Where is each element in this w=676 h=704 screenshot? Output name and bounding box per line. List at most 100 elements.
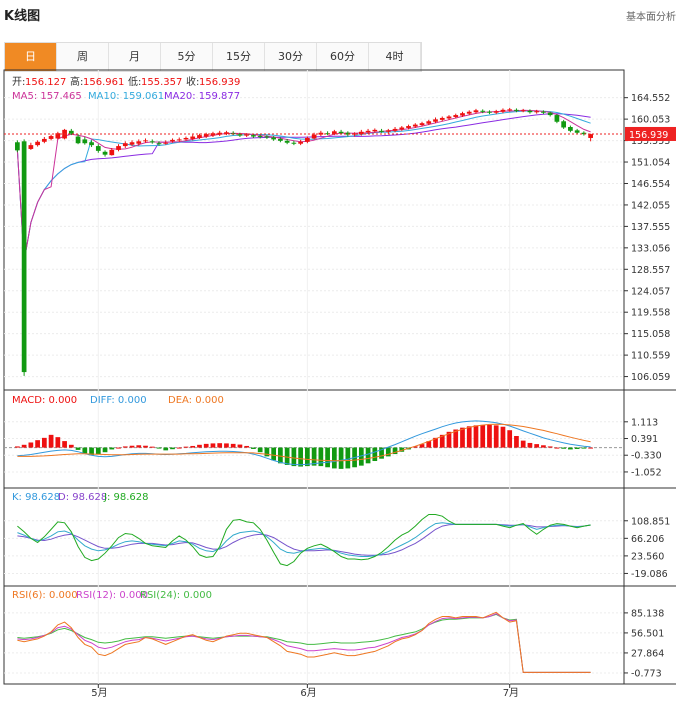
candle-body [453,115,459,117]
candle-body [224,132,229,134]
candle-body [446,116,452,119]
tab-2[interactable]: 月 [109,43,161,71]
rsi-tick-label: 56.501 [631,628,664,639]
macd-bar [183,446,189,448]
kdj-legend-item: D: 98.628 [58,492,107,503]
macd-bar [318,447,324,467]
candle-body [325,133,330,135]
ma-legend-item: MA20: 159.877 [164,91,240,102]
candle-body [35,141,40,146]
macd-bar [41,437,47,448]
candle-body [514,109,519,111]
ohlc-legend-label: 开: [12,77,25,88]
macd-legend-item: DIFF: 0.000 [90,395,147,406]
macd-bar [210,443,216,448]
candle-body [541,111,546,113]
candle-body [122,143,128,147]
candle-body [176,139,182,141]
candle-body [190,136,196,139]
macd-bar [15,446,20,448]
candle-body [95,146,101,151]
tab-5[interactable]: 30分 [265,43,317,71]
candle-body [163,142,169,144]
macd-bar [358,447,364,466]
macd-bar [95,447,101,455]
rsi-legend-item: RSI(24): 0.000 [140,590,212,601]
rsi-legend-item: RSI(6): 0.000 [12,590,78,601]
macd-bar [298,447,303,467]
macd-bar [541,445,546,448]
macd-bar [230,443,236,448]
macd-bar [21,444,27,448]
candle-body [217,132,223,135]
macd-bar [55,437,61,448]
ohlc-legend-label: 高: [70,75,83,88]
candle-body [116,146,121,150]
last-price-tag [625,126,676,141]
fundamental-analysis-link[interactable]: 基本面分析 [626,12,676,23]
macd-bar [487,424,492,448]
macd-bar [331,447,337,469]
price-tick-label: 106.059 [631,372,670,383]
macd-bar [28,442,34,448]
kdj-tick-label: 23.560 [631,551,664,562]
candle-body [149,141,155,143]
page-title: K线图 [4,9,41,24]
tab-1[interactable]: 周 [57,43,109,71]
tab-3[interactable]: 5分 [161,43,213,71]
macd-legend-item: DEA: 0.000 [168,395,224,406]
macd-bar [554,447,560,449]
macd-bar [534,444,540,448]
candle-body [547,112,553,116]
macd-bar [237,444,243,448]
macd-bar [203,443,209,448]
tab-6[interactable]: 60分 [317,43,369,71]
candle-body [237,134,243,136]
candle-body [379,130,384,132]
macd-bar [170,447,175,450]
candle-body [28,145,34,149]
candle-body [170,139,175,142]
candle-body [473,110,479,113]
candle-body [129,142,135,145]
macd-bar [136,445,142,448]
period-tabs: 日周月 5分 15分 30分 60分 4时 [4,42,422,72]
tab-0[interactable]: 日 [5,43,57,71]
macd-bar [257,447,263,453]
candle-body [156,143,162,145]
candle-body [41,138,47,142]
macd-bar [588,447,593,449]
diff-line [17,420,591,466]
candle-body [480,110,486,112]
macd-bar [392,447,398,455]
candle-body [136,141,142,144]
macd-bar [156,447,162,449]
tab-4[interactable]: 15分 [213,43,265,71]
macd-tick-label: 1.113 [631,417,658,428]
candle-body [264,136,270,138]
macd-bar [574,447,580,449]
candle-body [574,130,580,133]
macd-bar [527,442,533,448]
macd-bar [345,447,351,469]
candle-body [385,130,391,132]
tab-7[interactable]: 4时 [369,43,421,71]
candle-body [305,137,310,142]
candle-body [581,132,587,135]
ma20-line [16,113,591,262]
candle-body [399,127,405,130]
dea-line [17,423,591,462]
price-tick-label: 128.557 [631,265,670,276]
candle-body [507,109,513,111]
x-tick-label: 6月 [300,687,316,699]
candle-body [109,149,115,156]
macd-bar [460,427,465,448]
candle-body [311,134,317,139]
macd-bar [480,424,486,448]
macd-bar [35,440,40,448]
x-tick-label: 5月 [91,687,107,699]
macd-bar [82,447,88,454]
candle-body [251,135,256,137]
candle-body [244,134,250,136]
candle-body [338,131,344,134]
